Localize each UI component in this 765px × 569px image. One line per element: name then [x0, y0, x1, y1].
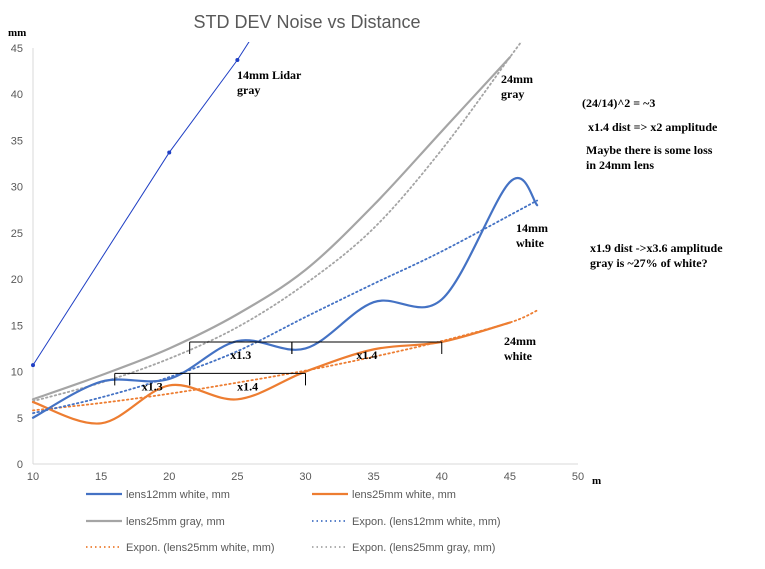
x-tick-label: 30	[299, 471, 311, 483]
y-tick-label: 30	[11, 182, 23, 194]
y-tick-label: 20	[11, 274, 23, 286]
axes: 10 15 20 25 30 35 40 45 50 0 5 10 15 20 25 30 35 40 45	[11, 43, 584, 483]
y-tick-label: 25	[11, 228, 23, 240]
annotation-line: 14mm	[516, 221, 548, 235]
y-tick-label: 35	[11, 135, 23, 147]
x-tick-label: 40	[436, 471, 448, 483]
legend-label: Expon. (lens25mm gray, mm)	[352, 542, 495, 554]
x-tick-label: 35	[368, 471, 380, 483]
x-tick-label: 20	[163, 471, 175, 483]
annotation-line: Maybe there is some loss	[586, 143, 713, 157]
x-tick-label: 10	[27, 471, 39, 483]
x-tick-label: 25	[231, 471, 243, 483]
annotation-4: (24/14)^2 = ~3	[582, 96, 655, 110]
series-line-5	[32, 42, 523, 403]
annotation-7: x1.9 dist ->x3.6 amplitude gray is ~27% o…	[590, 241, 723, 270]
annotation-0: 14mm Lidar gray	[237, 68, 302, 97]
series-line-2	[31, 56, 511, 401]
legend-label: lens25mm gray, mm	[126, 516, 225, 528]
annotation-line: white	[504, 349, 533, 363]
x-tick-label: 45	[504, 471, 516, 483]
series-line-1	[31, 321, 511, 425]
annotation-1: 24mm gray	[501, 72, 533, 101]
y-tick-label: 40	[11, 89, 23, 101]
legend-label: lens12mm white, mm	[126, 489, 230, 501]
series-line-0	[31, 177, 539, 419]
annotation-line: (24/14)^2 = ~3	[582, 96, 655, 110]
x-tick-label: 15	[95, 471, 107, 483]
legend-label: Expon. (lens25mm white, mm)	[126, 542, 275, 554]
annotation-2: 14mm white	[516, 221, 548, 250]
bracket-label: x1.3	[142, 379, 163, 393]
y-tick-label: 10	[11, 367, 23, 379]
annotation-line: gray	[237, 83, 260, 97]
annotation-line: 14mm Lidar	[237, 68, 302, 82]
annotation-3: 24mm white	[504, 334, 536, 363]
annotation-line: white	[516, 236, 545, 250]
series-line-3	[32, 199, 539, 415]
brackets-group: x1.3 x1.4 x1.3 x1.4	[114, 341, 443, 393]
annotation-6: Maybe there is some loss in 24mm lens	[586, 143, 713, 172]
annotation-line: 24mm	[504, 334, 536, 348]
y-tick-label: 15	[11, 320, 23, 332]
series-marker	[235, 58, 240, 63]
annotation-line: 24mm	[501, 72, 533, 86]
x-tick-label: 50	[572, 471, 584, 483]
series-marker	[31, 363, 35, 368]
legend: lens12mm white, mm lens25mm white, mm lens…	[86, 489, 501, 554]
y-tick-label: 45	[11, 43, 23, 55]
annotation-5: x1.4 dist => x2 amplitude	[588, 120, 718, 134]
bracket-label: x1.4	[237, 379, 258, 393]
series-line-6	[32, 42, 250, 366]
bracket-label: x1.4	[356, 348, 377, 362]
y-tick-label: 0	[17, 459, 23, 471]
annotation-line: gray	[501, 87, 524, 101]
bracket-label: x1.3	[230, 348, 251, 362]
annotation-line: x1.4 dist => x2 amplitude	[588, 120, 718, 134]
annotation-line: x1.9 dist ->x3.6 amplitude	[590, 241, 723, 255]
chart-title: STD DEV Noise vs Distance	[193, 12, 420, 32]
annotation-line: in 24mm lens	[586, 158, 654, 172]
legend-label: lens25mm white, mm	[352, 489, 456, 501]
y-tick-label: 5	[17, 413, 23, 425]
y-axis-unit: mm	[8, 27, 26, 39]
legend-label: Expon. (lens12mm white, mm)	[352, 516, 501, 528]
series-group	[31, 42, 539, 425]
x-axis-unit: m	[592, 475, 601, 487]
annotation-line: gray is ~27% of white?	[590, 256, 708, 270]
series-marker	[167, 150, 172, 155]
